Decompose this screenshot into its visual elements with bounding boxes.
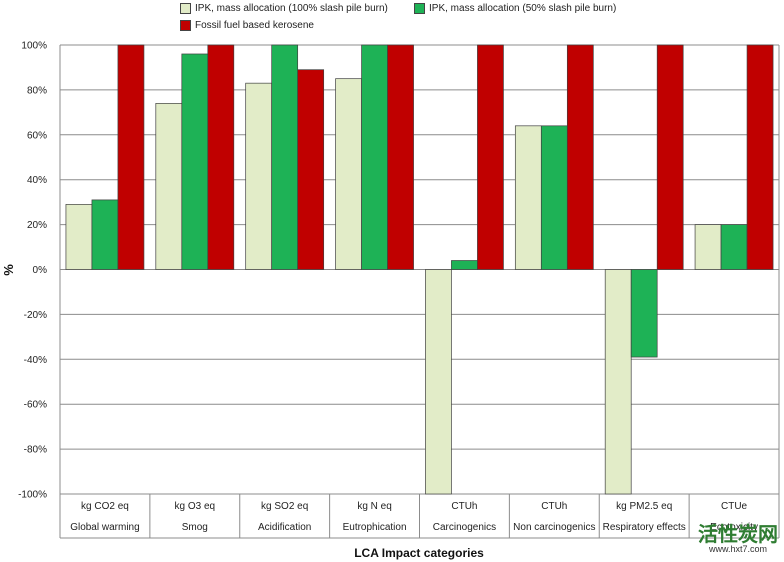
category-unit-label: kg SO2 eq [261,501,308,512]
category-unit-label: CTUh [451,501,477,512]
legend-label-3: Fossil fuel based kerosene [195,20,314,31]
legend-label-1: IPK, mass allocation (100% slash pile bu… [195,3,388,14]
y-tick-label: 100% [21,41,47,52]
category-unit-label: CTUe [721,501,748,512]
bar-1-smog [155,103,183,270]
category-name-label: Smog [182,522,208,533]
category-name-label: Respiratory effects [603,522,686,533]
bar-1-respiratory-effects [604,269,632,495]
y-tick-label: -20% [24,310,47,321]
bar-2-carcinogenics [451,260,478,270]
y-tick-label: 20% [27,220,47,231]
bar-3-carcinogenics [477,44,504,270]
bar-1-acidification [245,82,273,270]
bar-1-global-warming [65,204,93,270]
x-axis-title: LCA Impact categories [354,546,484,560]
legend-item-3: Fossil fuel based kerosene [180,20,314,31]
category-name-label: Non carcinogenics [513,522,595,533]
legend-label-2: IPK, mass allocation (50% slash pile bur… [429,3,617,14]
category-name-label: Global warming [70,522,139,533]
bar-3-global-warming [117,44,145,270]
category-name-label: Carcinogenics [433,522,496,533]
watermark-url: www.hxt7.com [708,544,768,554]
watermark-logo: 活性炭网 www.hxt7.com [698,525,778,554]
category-name-label: Acidification [258,522,311,533]
category-name-label: Eutrophication [343,522,407,533]
bar-1-non-carcinogenics [514,125,542,270]
category-unit-label: kg CO2 eq [81,501,129,512]
y-tick-label: -80% [24,445,47,456]
bar-1-eutrophication [335,78,362,270]
bar-2-smog [181,53,209,270]
y-tick-label: -60% [24,400,47,411]
bar-3-eutrophication [387,44,414,270]
category-unit-label: kg O3 eq [175,501,216,512]
bar-3-respiratory-effects [656,44,684,270]
bar-3-smog [207,44,235,270]
category-unit-label: CTUh [541,501,567,512]
bar-2-acidification [271,44,299,270]
bar-1-ecotoxicity [694,224,722,270]
bar-3-acidification [297,69,325,270]
y-tick-label: 80% [27,85,47,96]
bar-2-eutrophication [361,44,388,270]
y-tick-label: -100% [18,490,47,501]
bar-3-non-carcinogenics [566,44,594,270]
y-tick-label: 0% [33,265,48,276]
category-name-label: Ecotoxicity [710,522,758,533]
bar-3-ecotoxicity [746,44,774,270]
bar-2-respiratory-effects [630,269,658,358]
watermark-title: 活性炭网 [698,524,778,546]
legend-swatch-2 [414,3,425,14]
legend-item-1: IPK, mass allocation (100% slash pile bu… [180,3,388,14]
y-tick-label: -40% [24,355,47,366]
legend-swatch-1 [180,3,191,14]
bar-2-non-carcinogenics [540,125,568,270]
bar-1-carcinogenics [425,269,452,495]
legend-swatch-3 [180,20,191,31]
y-tick-label: 40% [27,175,47,186]
bar-2-ecotoxicity [720,224,748,270]
legend-item-2: IPK, mass allocation (50% slash pile bur… [414,3,616,14]
y-axis-title: % [1,264,16,276]
bar-2-global-warming [91,199,119,270]
category-unit-label: kg N eq [357,501,391,512]
category-unit-label: kg PM2.5 eq [616,501,672,512]
y-tick-label: 60% [27,130,47,141]
